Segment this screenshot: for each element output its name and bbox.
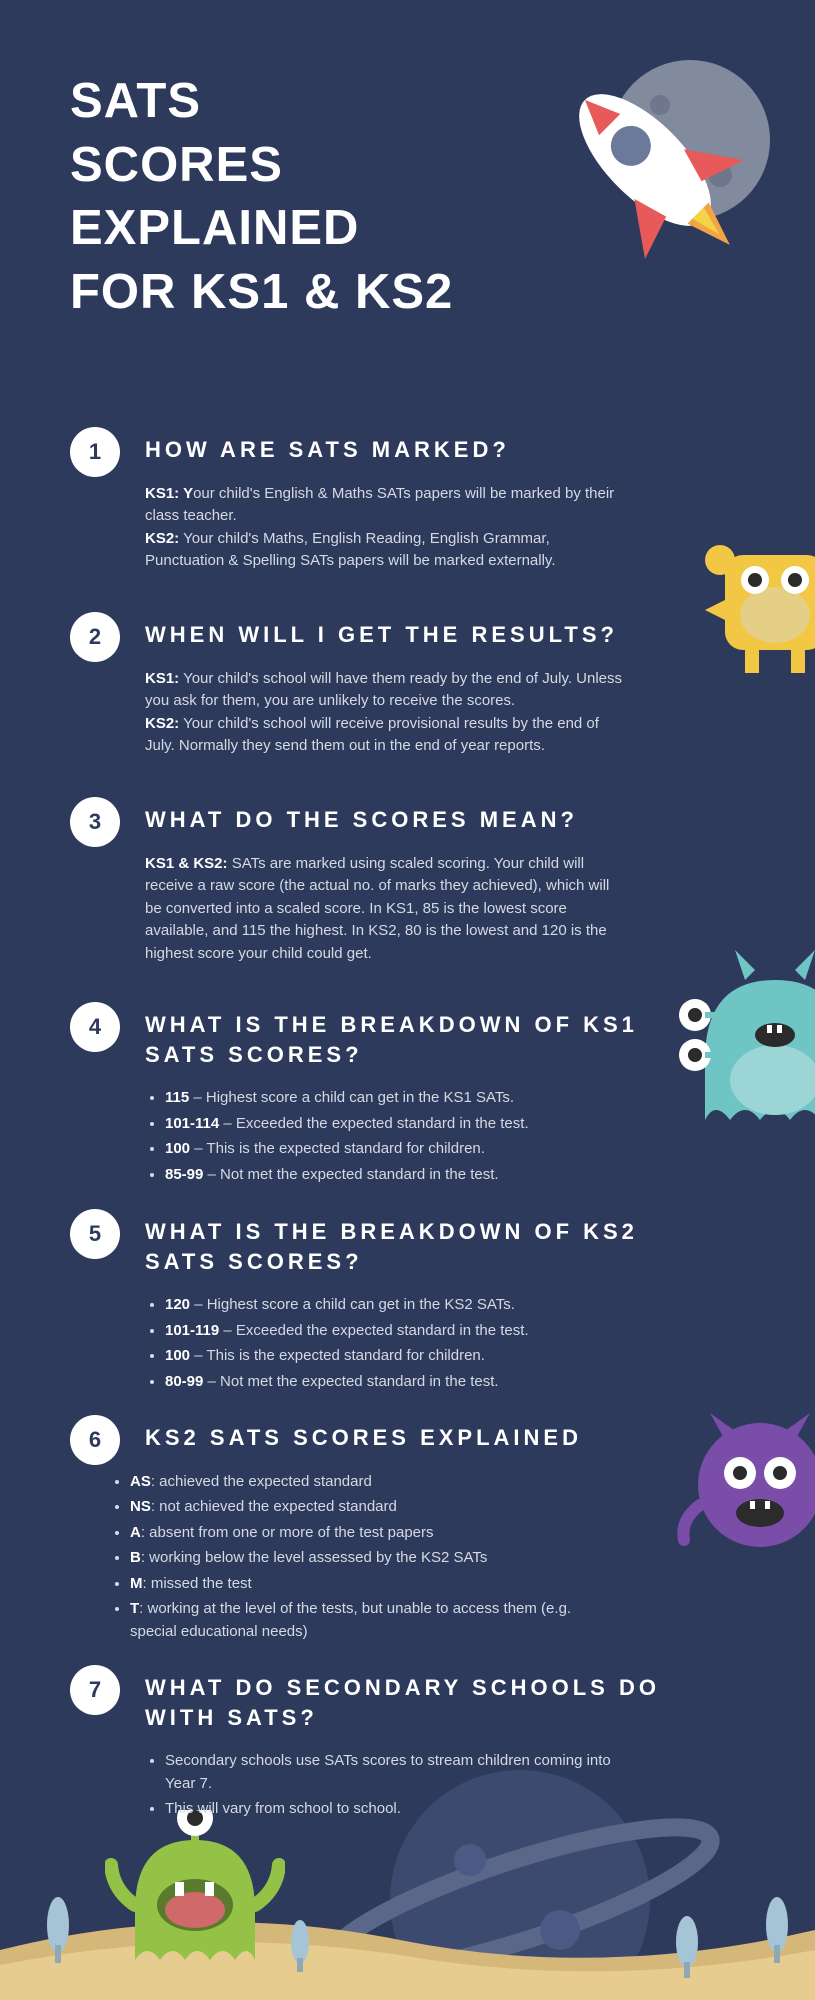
yellow-monster-icon bbox=[695, 520, 815, 690]
section-body: KS1 & KS2: SATs are marked using scaled … bbox=[145, 853, 625, 966]
section-heading: WHEN WILL I GET THE RESULTS? bbox=[145, 620, 695, 650]
rocket-icon bbox=[520, 45, 770, 285]
section-number-badge: 5 bbox=[70, 1209, 120, 1259]
section-2: 2WHEN WILL I GET THE RESULTS?KS1: Your c… bbox=[70, 620, 695, 758]
section-body: 115 – Highest score a child can get in t… bbox=[145, 1087, 625, 1186]
section-4: 4WHAT IS THE BREAKDOWN OF KS1 SATS SCORE… bbox=[70, 1010, 695, 1189]
section-heading: KS2 SATS SCORES EXPLAINED bbox=[145, 1423, 695, 1453]
section-number-badge: 7 bbox=[70, 1665, 120, 1715]
section-number-badge: 6 bbox=[70, 1415, 120, 1465]
section-number-badge: 3 bbox=[70, 797, 120, 847]
section-heading: HOW ARE SATS MARKED? bbox=[145, 435, 695, 465]
section-body: AS: achieved the expected standardNS: no… bbox=[110, 1471, 590, 1644]
section-body: KS1: Your child's school will have them … bbox=[145, 668, 625, 758]
section-body: Secondary schools use SATs scores to str… bbox=[145, 1750, 625, 1821]
section-heading: WHAT IS THE BREAKDOWN OF KS1 SATS SCORES… bbox=[145, 1010, 695, 1069]
section-number-badge: 2 bbox=[70, 612, 120, 662]
section-body: 120 – Highest score a child can get in t… bbox=[145, 1294, 625, 1393]
section-3: 3WHAT DO THE SCORES MEAN?KS1 & KS2: SATs… bbox=[70, 805, 695, 965]
section-number-badge: 1 bbox=[70, 427, 120, 477]
section-1: 1HOW ARE SATS MARKED?KS1: Your child's E… bbox=[70, 435, 695, 573]
section-6: 6KS2 SATS SCORES EXPLAINEDAS: achieved t… bbox=[70, 1423, 695, 1646]
page-title: SATS SCORES EXPLAINED FOR KS1 & KS2 bbox=[70, 70, 453, 325]
section-5: 5WHAT IS THE BREAKDOWN OF KS2 SATS SCORE… bbox=[70, 1217, 695, 1396]
section-body: KS1: Your child's English & Maths SATs p… bbox=[145, 483, 625, 573]
section-7: 7WHAT DO SECONDARY SCHOOLS DO WITH SATS?… bbox=[70, 1673, 695, 1824]
section-number-badge: 4 bbox=[70, 1002, 120, 1052]
section-heading: WHAT IS THE BREAKDOWN OF KS2 SATS SCORES… bbox=[145, 1217, 695, 1276]
section-heading: WHAT DO SECONDARY SCHOOLS DO WITH SATS? bbox=[145, 1673, 695, 1732]
section-heading: WHAT DO THE SCORES MEAN? bbox=[145, 805, 695, 835]
green-monster-icon bbox=[105, 1810, 285, 1990]
blue-monster-icon bbox=[675, 940, 815, 1160]
